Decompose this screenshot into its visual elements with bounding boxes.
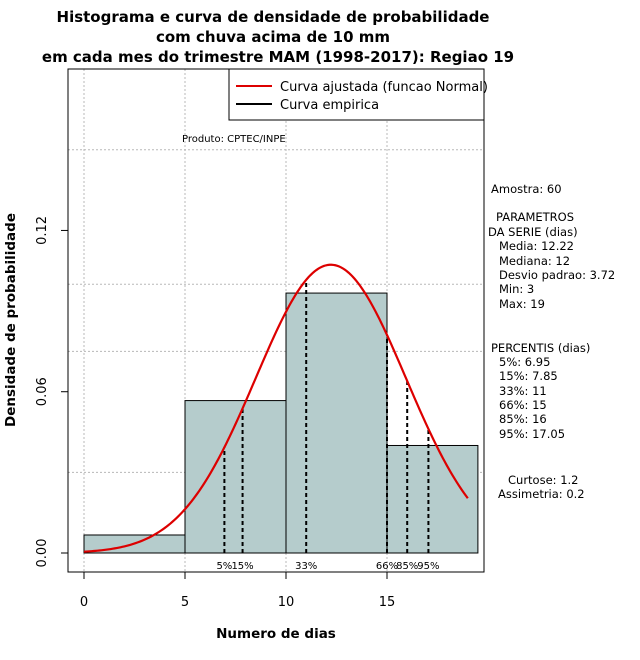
percentil-5: 5%: 6.95	[499, 355, 550, 369]
x-tick-label-0: 0	[80, 595, 88, 610]
legend-label-empirical: Curva empirica	[280, 98, 379, 113]
x-axis: 0 5 10 15	[80, 571, 396, 610]
x-tick-label-3: 15	[379, 595, 396, 610]
normal-curve-layer	[83, 263, 469, 553]
percentile-label-2: 33%	[295, 561, 317, 572]
y-tick-label-0: 0.00	[35, 539, 50, 568]
percentile-label-1: 15%	[231, 561, 253, 572]
percentile-label-4: 85%	[396, 561, 418, 572]
histogram-bar-2	[285, 292, 388, 554]
legend-label-normal: Curva ajustada (funcao Normal)	[280, 80, 488, 95]
param-media: Media: 12.22	[499, 239, 574, 253]
param-max: Max: 19	[499, 297, 545, 311]
percentil-85: 85%: 16	[499, 412, 547, 426]
y-tick-label-1: 0.06	[35, 377, 50, 406]
normal-fit-curve	[83, 263, 469, 553]
percentis-title: PERCENTIS (dias)	[491, 341, 590, 355]
params-title-2: DA SERIE (dias)	[488, 225, 578, 239]
x-axis-label: Numero de dias	[216, 626, 336, 642]
percentil-66: 66%: 15	[499, 398, 547, 412]
param-mediana: Mediana: 12	[499, 254, 570, 268]
chart-title-line-2: com chuva acima de 10 mm	[156, 28, 390, 46]
percentil-15: 15%: 7.85	[499, 369, 558, 383]
kurtosis: Curtose: 1.2	[508, 473, 578, 487]
percentile-label-0: 5%	[216, 561, 232, 572]
chart-title-line-1: Histograma e curva de densidade de proba…	[57, 8, 490, 26]
chart-title-line-3: em cada mes do trimestre MAM (1998-2017)…	[42, 48, 514, 66]
param-desvio: Desvio padrao: 3.72	[499, 268, 615, 282]
x-tick-label-2: 10	[278, 595, 295, 610]
y-tick-label-2: 0.12	[35, 216, 50, 245]
percentile-label-3: 66%	[376, 561, 398, 572]
percentil-33: 33%: 11	[499, 384, 547, 398]
histogram-bar-3	[386, 444, 479, 554]
bars-layer	[83, 292, 479, 554]
y-axis-label: Densidade de probabilidade	[3, 213, 19, 427]
percentile-label-5: 95%	[417, 561, 439, 572]
percentile-lines-layer	[223, 279, 430, 553]
legend: Curva ajustada (funcao Normal) Curva emp…	[228, 68, 488, 121]
skewness: Assimetria: 0.2	[498, 487, 585, 501]
x-tick-label-1: 5	[181, 595, 189, 610]
param-min: Min: 3	[499, 282, 534, 296]
percentile-labels-layer: 5% 15% 33% 66%85%95%	[216, 561, 439, 572]
sample-size: Amostra: 60	[491, 182, 562, 196]
product-annotation: Produto: CPTEC/INPE	[182, 134, 286, 145]
y-axis: 0.00 0.06 0.12	[35, 216, 69, 568]
stats-panel: Amostra: 60 PARAMETROS DA SERIE (dias) M…	[488, 182, 615, 501]
params-title-1: PARAMETROS	[496, 210, 574, 224]
percentil-95: 95%: 17.05	[499, 427, 565, 441]
legend-box	[228, 68, 485, 121]
